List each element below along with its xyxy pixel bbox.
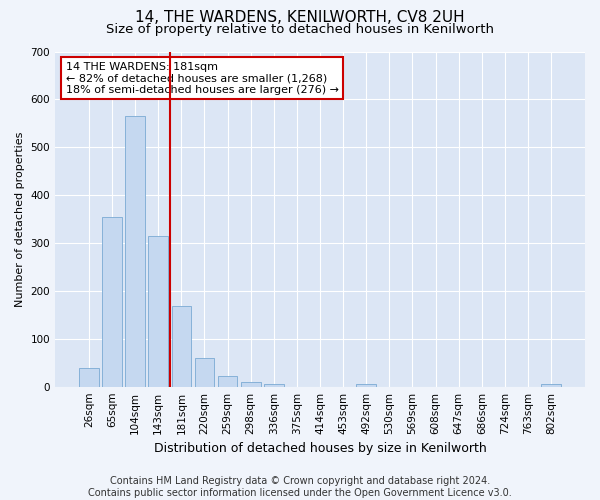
Y-axis label: Number of detached properties: Number of detached properties [15,132,25,307]
Bar [125,116,145,386]
Bar [356,384,376,386]
Text: Size of property relative to detached houses in Kenilworth: Size of property relative to detached ho… [106,22,494,36]
Bar [218,376,238,386]
Bar [194,358,214,386]
Text: 14 THE WARDENS: 181sqm
← 82% of detached houses are smaller (1,268)
18% of semi-: 14 THE WARDENS: 181sqm ← 82% of detached… [65,62,338,95]
Bar [148,236,168,386]
Text: 14, THE WARDENS, KENILWORTH, CV8 2UH: 14, THE WARDENS, KENILWORTH, CV8 2UH [135,10,465,25]
Bar [79,368,99,386]
Bar [241,382,260,386]
Bar [264,384,284,386]
X-axis label: Distribution of detached houses by size in Kenilworth: Distribution of detached houses by size … [154,442,487,455]
Bar [172,306,191,386]
Bar [541,384,561,386]
Bar [102,216,122,386]
Text: Contains HM Land Registry data © Crown copyright and database right 2024.
Contai: Contains HM Land Registry data © Crown c… [88,476,512,498]
